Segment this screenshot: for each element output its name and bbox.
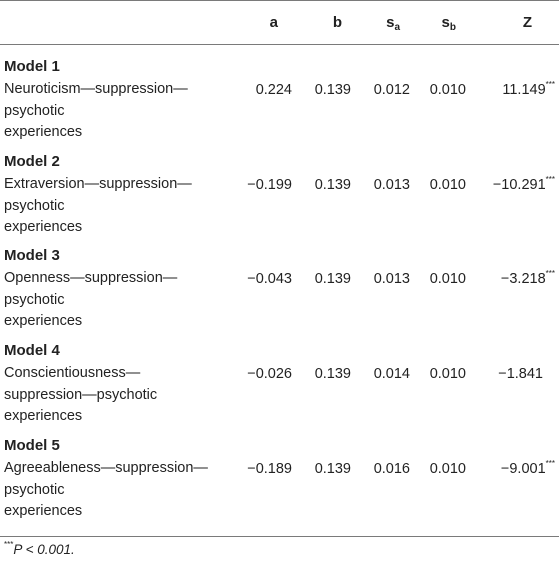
cell-a: −0.026 <box>247 366 292 382</box>
significance-marker: *** <box>545 175 555 184</box>
col-header-z: Z <box>522 14 532 31</box>
model-path-label-line: Agreeableness—suppression— <box>4 460 208 476</box>
cell-a: −0.043 <box>247 271 292 287</box>
cell-z: −10.291*** <box>465 175 555 193</box>
cell-sb: 0.010 <box>429 366 466 382</box>
model-path-label-line: experiences <box>4 313 83 329</box>
model-path-label: Extraversion—suppression— psychotic experi… <box>4 174 214 239</box>
model-path-label-line: experiences <box>4 408 83 424</box>
cell-b: 0.139 <box>314 366 351 382</box>
significance-marker: *** <box>545 459 555 468</box>
col-header-a: a <box>269 14 278 31</box>
model-title: Model 2 <box>4 153 60 170</box>
cell-sb: 0.010 <box>429 461 466 477</box>
model-title: Model 1 <box>4 58 60 75</box>
cell-sa: 0.012 <box>373 82 410 98</box>
model-path-label-line: psychotic <box>4 102 65 119</box>
cell-a: −0.199 <box>247 177 292 193</box>
model-title: Model 5 <box>4 437 60 454</box>
model-path-label-line: Openness—suppression— <box>4 270 178 286</box>
cell-z: −9.001*** <box>465 459 555 477</box>
cell-sa: 0.013 <box>373 271 410 287</box>
model-path-label-line: suppression—psychotic <box>4 386 158 403</box>
cell-z-value: 11.149 <box>502 82 546 98</box>
cell-sa: 0.013 <box>373 177 410 193</box>
cell-b: 0.139 <box>314 177 351 193</box>
model-path-label-line: Neuroticism—suppression— <box>4 81 188 97</box>
cell-z-value: −9.001 <box>500 461 546 477</box>
model-path-label-line: psychotic <box>4 197 65 214</box>
model-path-label-line: psychotic <box>4 481 65 498</box>
col-header-b: b <box>332 14 342 31</box>
cell-sa: 0.016 <box>373 461 410 477</box>
model-path-label: Agreeableness—suppression— psychotic exper… <box>4 458 214 523</box>
table-header-rule <box>0 44 559 45</box>
significance-marker: *** <box>545 80 555 89</box>
cell-a: −0.189 <box>247 461 292 477</box>
cell-a: 0.224 <box>255 82 292 98</box>
cell-z: −3.218*** <box>465 269 555 287</box>
model-path-label: Neuroticism—suppression— psychotic experie… <box>4 79 214 144</box>
significance-marker: *** <box>545 269 555 278</box>
cell-z-value: −3.218 <box>500 271 546 287</box>
cell-b: 0.139 <box>314 271 351 287</box>
cell-sb: 0.010 <box>429 271 466 287</box>
cell-z-value: −1.841 <box>498 366 543 382</box>
cell-sb: 0.010 <box>429 177 466 193</box>
cell-sa: 0.014 <box>373 366 410 382</box>
col-header-sa: sa <box>386 14 400 33</box>
cell-z-value: −10.291 <box>492 177 546 193</box>
model-path-label: Conscientiousness— suppression—psychotic e… <box>4 363 214 428</box>
cell-b: 0.139 <box>314 461 351 477</box>
cell-z: −1.841 <box>453 366 543 382</box>
model-title: Model 3 <box>4 247 60 264</box>
model-path-label-line: experiences <box>4 124 83 140</box>
table-bottom-rule <box>0 536 559 537</box>
cell-sb: 0.010 <box>429 82 466 98</box>
cell-b: 0.139 <box>314 82 351 98</box>
model-path-label-line: Extraversion—suppression— <box>4 176 192 192</box>
table-top-rule <box>0 0 559 1</box>
model-path-label-line: Conscientiousness— <box>4 365 141 381</box>
cell-z: 11.149*** <box>465 80 555 98</box>
model-path-label-line: experiences <box>4 503 83 519</box>
model-path-label-line: experiences <box>4 219 83 235</box>
model-path-label: Openness—suppression— psychotic experience… <box>4 268 214 333</box>
model-title: Model 4 <box>4 342 60 359</box>
table-footnote: ***P < 0.001. <box>4 540 75 557</box>
model-path-label-line: psychotic <box>4 291 65 308</box>
col-header-sb: sb <box>441 14 456 33</box>
